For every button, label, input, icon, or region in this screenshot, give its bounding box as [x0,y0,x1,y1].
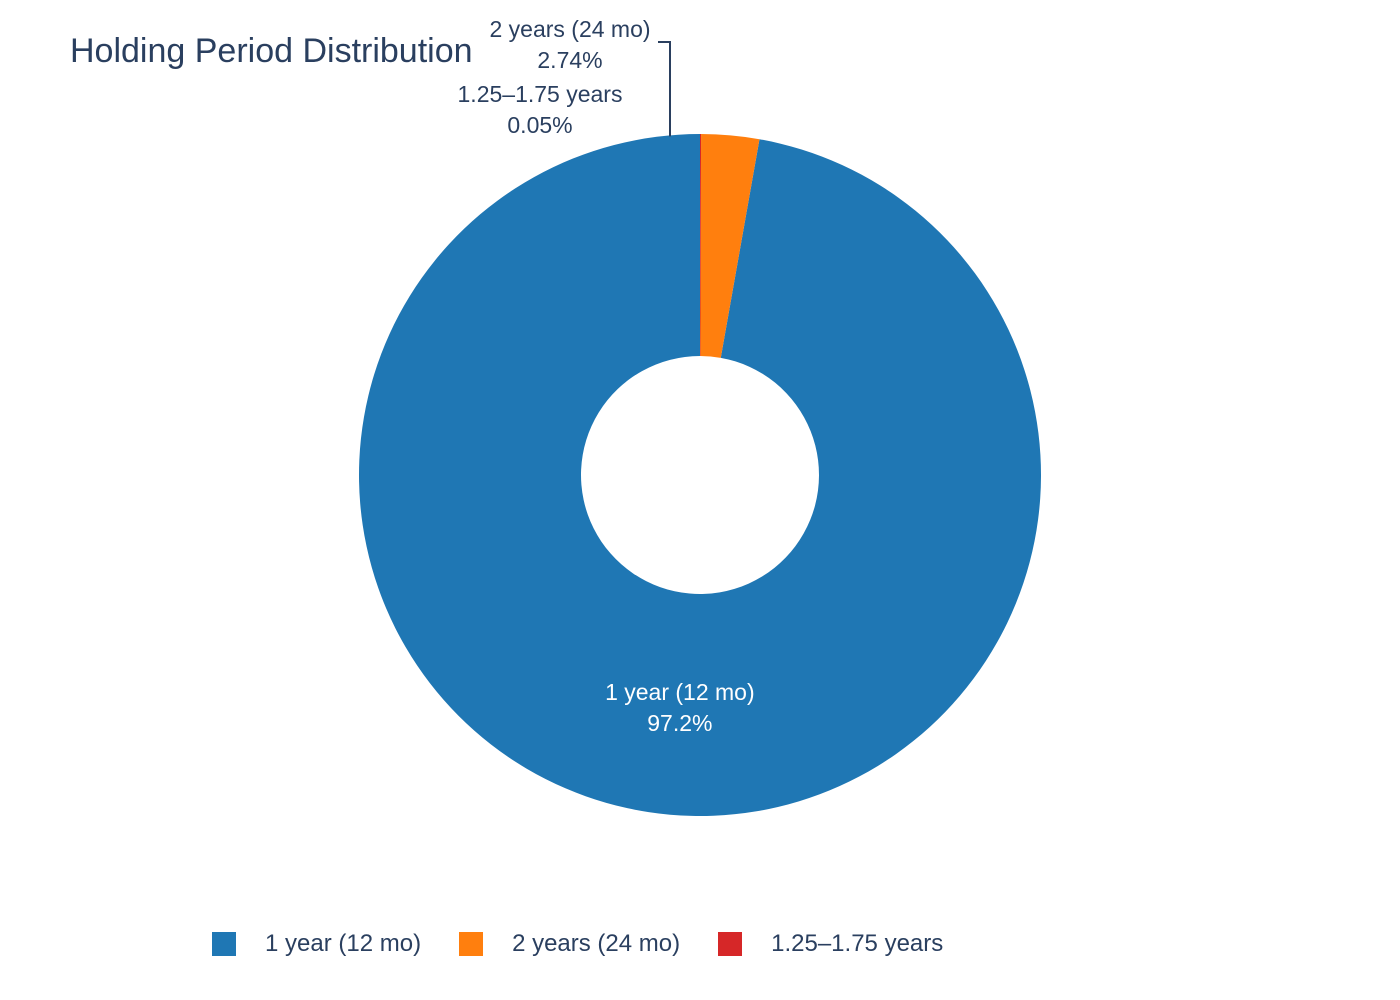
legend: 1 year (12 mo) 2 years (24 mo) 1.25–1.75… [212,930,981,958]
legend-item[interactable]: 2 years (24 mo) [459,930,680,958]
slice-label: 1.25–1.75 years [458,81,623,107]
slice-label: 2 years (24 mo) [489,16,650,42]
legend-label: 1 year (12 mo) [265,930,422,957]
slice-label: 1 year (12 mo) [605,679,755,705]
legend-swatch [212,932,236,956]
pie-slice[interactable] [359,134,1042,817]
legend-label: 2 years (24 mo) [512,930,681,957]
pie-slice[interactable] [700,134,760,358]
legend-swatch [459,932,484,956]
slice-percent-label: 0.05% [507,112,572,138]
leader-line [658,41,671,137]
legend-swatch [718,932,743,956]
slice-percent-label: 2.74% [537,47,602,73]
chart-title: Holding Period Distribution [70,32,473,70]
legend-item[interactable]: 1 year (12 mo) [212,930,421,958]
pie-slice[interactable] [700,134,702,357]
slice-percent-label: 97.2% [647,710,712,736]
legend-item[interactable]: 1.25–1.75 years [718,930,943,958]
legend-label: 1.25–1.75 years [771,930,944,957]
